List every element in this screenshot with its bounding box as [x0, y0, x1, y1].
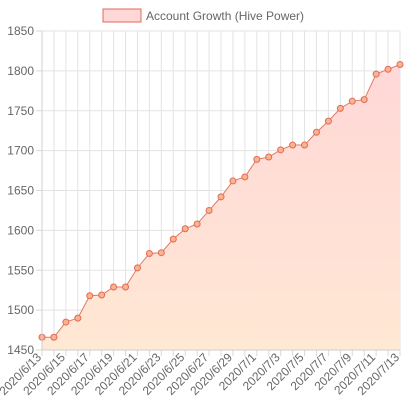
data-point[interactable] [169, 235, 177, 243]
data-point[interactable] [181, 225, 189, 233]
data-point[interactable] [205, 206, 213, 214]
data-point[interactable] [277, 146, 285, 154]
data-point[interactable] [157, 249, 165, 257]
data-point[interactable] [86, 292, 94, 300]
data-point[interactable] [217, 193, 225, 201]
data-point[interactable] [312, 128, 320, 136]
data-point[interactable] [122, 283, 130, 291]
data-point[interactable] [372, 70, 380, 78]
data-point[interactable] [336, 104, 344, 112]
area-path [42, 64, 400, 351]
y-tick-label: 1700 [7, 144, 34, 158]
y-axis: 1450 1500 1550 1600 1650 1700 1750 1800 1850 [7, 24, 43, 357]
data-point[interactable] [229, 177, 237, 185]
data-point[interactable] [253, 155, 261, 163]
y-tick-label: 1550 [7, 263, 34, 277]
data-point[interactable] [396, 60, 404, 68]
data-point[interactable] [110, 283, 118, 291]
y-tick-label: 1450 [7, 343, 34, 357]
data-point[interactable] [193, 220, 201, 228]
data-point[interactable] [384, 65, 392, 73]
data-points [38, 60, 404, 341]
y-tick-label: 1800 [7, 64, 34, 78]
data-point[interactable] [348, 97, 356, 105]
data-point[interactable] [133, 264, 141, 272]
data-point[interactable] [50, 333, 58, 341]
y-tick-label: 1750 [7, 104, 34, 118]
y-tick-label: 1850 [7, 24, 34, 38]
data-point[interactable] [145, 250, 153, 258]
data-point[interactable] [74, 314, 82, 322]
data-point[interactable] [241, 173, 249, 181]
data-point[interactable] [265, 153, 273, 161]
data-point[interactable] [98, 291, 106, 299]
legend-label[interactable]: Account Growth (Hive Power) [146, 9, 304, 23]
y-tick-label: 1650 [7, 184, 34, 198]
x-axis: 2020/6/132020/6/152020/6/172020/6/192020… [0, 349, 402, 398]
legend[interactable]: Account Growth (Hive Power) [102, 8, 304, 23]
area-fill [42, 64, 400, 351]
data-point[interactable] [360, 96, 368, 104]
data-point[interactable] [301, 141, 309, 149]
y-tick-label: 1500 [7, 303, 34, 317]
data-point[interactable] [324, 117, 332, 125]
data-point[interactable] [289, 141, 297, 149]
y-tick-label: 1600 [7, 223, 34, 237]
legend-swatch[interactable] [102, 8, 142, 23]
data-point[interactable] [62, 318, 70, 326]
